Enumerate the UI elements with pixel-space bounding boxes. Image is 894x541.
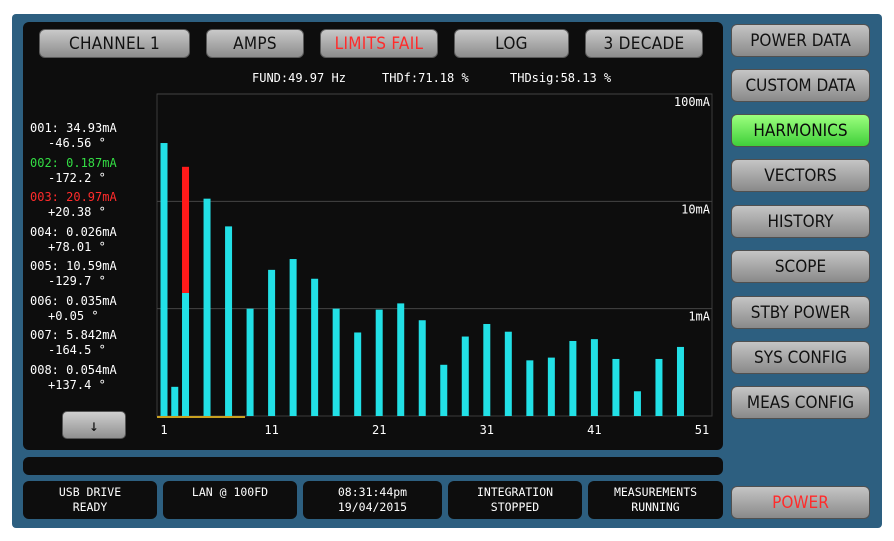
status-integration-line2: STOPPED bbox=[490, 500, 540, 514]
harmonic-value: 008: 0.054mA bbox=[30, 362, 117, 377]
harmonic-value: 007: 5.842mA bbox=[30, 328, 117, 342]
menu-meas-config[interactable]: MEAS CONFIG bbox=[731, 386, 870, 419]
limits-fail-button[interactable]: LIMITS FAIL bbox=[320, 29, 438, 58]
harmonic-value: 001: 34.93mA bbox=[30, 121, 117, 135]
menu-stby-power[interactable]: STBY POWER bbox=[731, 296, 870, 329]
harmonic-phase: -172.2 ° bbox=[48, 170, 106, 185]
harmonic-value: 006: 0.035mA bbox=[30, 293, 117, 308]
status-usb-line1: USB DRIVE bbox=[58, 485, 122, 499]
harmonic-phase: -129.7 ° bbox=[48, 274, 106, 288]
channel-button[interactable]: CHANNEL 1 bbox=[39, 29, 190, 58]
menu-power-data[interactable]: POWER DATA bbox=[731, 24, 870, 57]
harmonic-phase: -164.5 ° bbox=[48, 343, 106, 357]
message-bar bbox=[23, 457, 723, 475]
harmonic-phase: +78.01 ° bbox=[48, 239, 106, 254]
status-measurements: MEASUREMENTS RUNNING bbox=[588, 481, 723, 519]
scale-log-button[interactable]: LOG bbox=[454, 29, 569, 58]
status-usb: USB DRIVE READY bbox=[23, 481, 157, 519]
harmonic-value: 004: 0.026mA bbox=[30, 224, 117, 239]
thd-sig: THDsig:58.13 % bbox=[510, 71, 612, 85]
status-time: 08:31:44pm bbox=[337, 485, 408, 499]
status-measurements-line2: RUNNING bbox=[631, 500, 680, 514]
status-integration-line1: INTEGRATION bbox=[476, 485, 554, 499]
harmonic-phase: +0.05 ° bbox=[48, 308, 99, 323]
menu-scope[interactable]: SCOPE bbox=[731, 250, 870, 283]
fund-frequency: FUND:49.97 Hz bbox=[252, 71, 346, 85]
units-button[interactable]: AMPS bbox=[206, 29, 304, 58]
status-clock: 08:31:44pm 19/04/2015 bbox=[303, 481, 442, 519]
status-lan: LAN @ 100FD bbox=[163, 481, 297, 519]
harmonic-phase: -46.56 ° bbox=[48, 136, 106, 150]
status-usb-line2: READY bbox=[72, 500, 108, 514]
harmonic-value: 005: 10.59mA bbox=[30, 259, 117, 273]
menu-sys-config[interactable]: SYS CONFIG bbox=[731, 341, 870, 374]
scroll-down-button[interactable]: ↓ bbox=[62, 411, 126, 439]
menu-history[interactable]: HISTORY bbox=[731, 205, 870, 238]
harmonic-phase: +137.4 ° bbox=[48, 377, 106, 392]
harmonic-value: 002: 0.187mA bbox=[30, 155, 117, 170]
arrow-down-icon: ↓ bbox=[89, 415, 99, 435]
menu-vectors[interactable]: VECTORS bbox=[731, 159, 870, 192]
menu-harmonics[interactable]: HARMONICS bbox=[731, 114, 870, 147]
harmonic-value: 003: 20.97mA bbox=[30, 190, 117, 204]
status-lan-line1: LAN @ 100FD bbox=[191, 485, 269, 499]
main-display-panel bbox=[23, 22, 723, 450]
decade-button[interactable]: 3 DECADE bbox=[585, 29, 703, 58]
status-date: 19/04/2015 bbox=[337, 500, 408, 514]
status-measurements-line1: MEASUREMENTS bbox=[613, 485, 698, 499]
power-button[interactable]: POWER bbox=[731, 486, 870, 519]
harmonic-phase: +20.38 ° bbox=[48, 205, 106, 219]
menu-custom-data[interactable]: CUSTOM DATA bbox=[731, 69, 870, 102]
thd-f: THDf:71.18 % bbox=[382, 71, 469, 85]
status-integration: INTEGRATION STOPPED bbox=[448, 481, 582, 519]
